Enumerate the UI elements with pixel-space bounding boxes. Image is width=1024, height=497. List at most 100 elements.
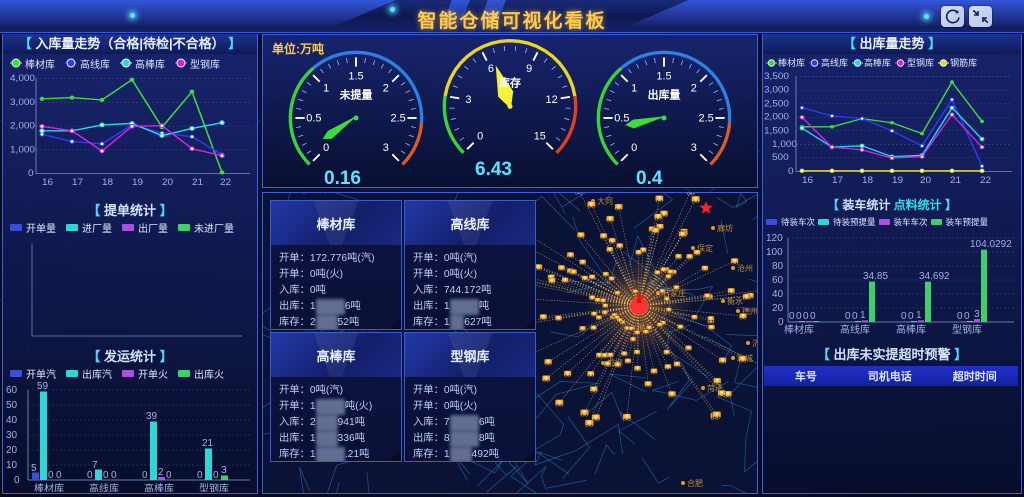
svg-text:59: 59	[37, 381, 49, 392]
svg-text:2,500: 2,500	[764, 98, 789, 108]
svg-text:廊坊: 廊坊	[717, 223, 733, 233]
svg-text:0: 0	[142, 470, 148, 481]
svg-text:30: 30	[6, 430, 18, 441]
svg-text:0.5: 0.5	[614, 112, 629, 124]
svg-text:0: 0	[845, 311, 851, 322]
svg-text:出库量: 出库量	[648, 87, 681, 101]
svg-text:10: 10	[6, 460, 18, 471]
svg-text:0: 0	[14, 475, 20, 486]
svg-text:0: 0	[901, 311, 907, 322]
svg-text:17: 17	[72, 177, 83, 187]
svg-text:3,000: 3,000	[764, 84, 789, 94]
svg-text:3,500: 3,500	[764, 71, 789, 81]
svg-text:0: 0	[197, 470, 203, 481]
svg-text:0: 0	[957, 311, 963, 322]
svg-text:0.5: 0.5	[306, 112, 321, 124]
svg-text:棒材库: 棒材库	[34, 482, 64, 492]
svg-text:9: 9	[526, 63, 532, 75]
svg-text:21: 21	[950, 175, 961, 185]
svg-text:2.5: 2.5	[390, 112, 405, 124]
svg-text:2: 2	[158, 467, 164, 478]
svg-text:0: 0	[810, 311, 816, 322]
svg-text:3,000: 3,000	[10, 97, 35, 107]
svg-text:1: 1	[323, 83, 329, 95]
svg-text:3: 3	[221, 465, 227, 476]
svg-text:0: 0	[788, 166, 794, 176]
svg-text:0: 0	[213, 470, 219, 481]
svg-text:1,500: 1,500	[764, 125, 789, 135]
svg-text:19: 19	[892, 175, 903, 185]
svg-text:0: 0	[631, 142, 637, 154]
svg-text:0: 0	[111, 470, 117, 481]
svg-text:20: 20	[772, 303, 784, 314]
svg-text:34.85: 34.85	[863, 271, 888, 282]
svg-text:100: 100	[766, 247, 783, 258]
svg-text:6: 6	[488, 63, 494, 75]
svg-text:0: 0	[964, 311, 970, 322]
svg-text:3: 3	[974, 309, 980, 320]
svg-text:60: 60	[6, 385, 18, 396]
svg-text:12: 12	[545, 94, 557, 106]
svg-text:4,000: 4,000	[10, 73, 35, 83]
svg-text:1,000: 1,000	[10, 144, 35, 154]
svg-text:高棒库: 高棒库	[896, 323, 926, 336]
svg-text:未提量: 未提量	[339, 87, 373, 101]
svg-text:型钢库: 型钢库	[199, 482, 229, 492]
svg-text:0: 0	[103, 470, 109, 481]
svg-text:2,000: 2,000	[10, 120, 35, 130]
svg-text:0: 0	[166, 470, 172, 481]
svg-text:22: 22	[220, 177, 231, 187]
svg-text:40: 40	[6, 415, 18, 426]
svg-text:1,000: 1,000	[772, 139, 797, 149]
svg-text:济南: 济南	[752, 338, 758, 348]
svg-text:80: 80	[772, 261, 784, 272]
svg-text:5: 5	[31, 463, 37, 474]
svg-text:大同: 大同	[597, 196, 613, 206]
svg-text:高线库: 高线库	[840, 323, 870, 336]
svg-text:1: 1	[860, 310, 866, 321]
svg-text:沧州: 沧州	[737, 263, 753, 273]
svg-text:2.5: 2.5	[698, 112, 713, 124]
svg-text:104.0292: 104.0292	[970, 239, 1012, 250]
svg-text:20: 20	[162, 177, 173, 187]
svg-text:高线库: 高线库	[89, 482, 119, 492]
svg-text:120: 120	[766, 233, 783, 244]
svg-text:1.5: 1.5	[656, 70, 671, 82]
svg-text:21: 21	[192, 177, 203, 187]
svg-text:18: 18	[102, 177, 113, 187]
svg-text:21: 21	[202, 438, 214, 449]
svg-text:19: 19	[132, 177, 143, 187]
svg-text:3: 3	[383, 142, 389, 154]
svg-text:1.5: 1.5	[348, 70, 363, 82]
svg-text:高棒库: 高棒库	[144, 482, 174, 492]
svg-text:20: 20	[6, 445, 18, 456]
svg-text:棒材库: 棒材库	[784, 323, 814, 336]
svg-text:50: 50	[6, 400, 18, 411]
svg-text:2: 2	[383, 83, 389, 95]
svg-text:39: 39	[146, 411, 158, 422]
svg-text:1: 1	[631, 83, 637, 95]
svg-text:0: 0	[477, 130, 483, 142]
svg-text:34.692: 34.692	[919, 271, 950, 282]
svg-text:60: 60	[772, 275, 784, 286]
svg-text:0: 0	[28, 168, 34, 178]
svg-text:500: 500	[772, 152, 789, 162]
svg-text:17: 17	[832, 175, 843, 185]
svg-text:合肥: 合肥	[687, 478, 703, 488]
svg-text:0: 0	[803, 311, 809, 322]
svg-text:7: 7	[92, 460, 98, 471]
svg-text:22: 22	[980, 175, 991, 185]
svg-text:3: 3	[691, 142, 697, 154]
svg-text:16: 16	[42, 177, 53, 187]
svg-text:1: 1	[916, 310, 922, 321]
svg-text:16: 16	[802, 175, 813, 185]
svg-text:0: 0	[789, 311, 795, 322]
svg-text:库存: 库存	[499, 76, 521, 90]
svg-text:40: 40	[772, 289, 784, 300]
svg-text:15: 15	[534, 130, 546, 142]
svg-text:0: 0	[908, 311, 914, 322]
svg-text:18: 18	[862, 175, 873, 185]
svg-text:20: 20	[920, 175, 931, 185]
svg-text:0: 0	[87, 470, 93, 481]
svg-text:型钢库: 型钢库	[952, 323, 982, 336]
